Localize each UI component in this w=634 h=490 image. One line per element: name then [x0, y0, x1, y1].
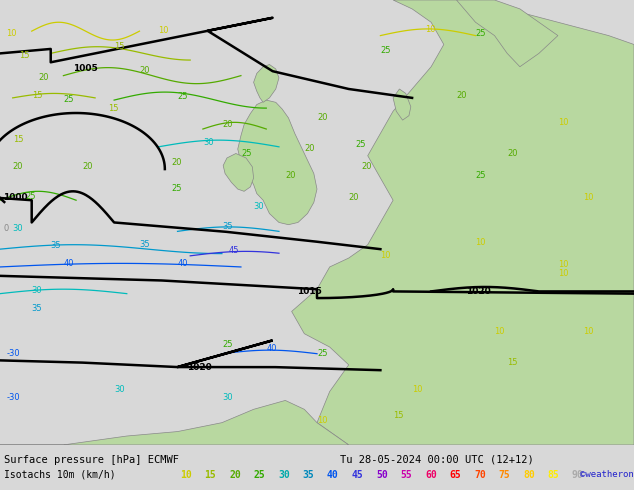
Text: 10: 10	[412, 385, 423, 393]
Text: 15: 15	[507, 358, 518, 367]
Text: 15: 15	[32, 91, 42, 100]
Text: 45: 45	[228, 245, 239, 255]
Text: ©weatheronline.co.uk: ©weatheronline.co.uk	[580, 470, 634, 480]
Text: 35: 35	[51, 241, 61, 250]
Text: 30: 30	[203, 139, 214, 147]
Text: 40: 40	[63, 259, 74, 268]
Text: 70: 70	[474, 470, 486, 480]
Text: 20: 20	[317, 113, 328, 122]
Text: 10: 10	[6, 28, 17, 38]
Text: Tu 28-05-2024 00:00 UTC (12+12): Tu 28-05-2024 00:00 UTC (12+12)	[340, 455, 534, 465]
Text: 15: 15	[13, 135, 23, 145]
Text: 20: 20	[222, 120, 233, 129]
Text: 10: 10	[180, 470, 191, 480]
Text: 20: 20	[13, 162, 23, 171]
Text: 40: 40	[178, 259, 188, 268]
Text: 75: 75	[498, 470, 510, 480]
Text: 20: 20	[361, 162, 372, 171]
Text: 20: 20	[38, 73, 49, 82]
Text: 10: 10	[495, 327, 505, 336]
Text: 25: 25	[254, 470, 265, 480]
Text: 20: 20	[349, 193, 359, 202]
Text: 60: 60	[425, 470, 437, 480]
Text: 10: 10	[380, 251, 391, 260]
Text: 50: 50	[376, 470, 388, 480]
Text: 15: 15	[393, 411, 404, 420]
Text: 80: 80	[523, 470, 534, 480]
Text: 90: 90	[572, 470, 584, 480]
Text: 1020: 1020	[187, 363, 212, 371]
Text: 25: 25	[241, 149, 252, 158]
Text: 20: 20	[229, 470, 241, 480]
Text: 1000: 1000	[3, 194, 28, 202]
Text: 30: 30	[114, 385, 125, 393]
Text: 25: 25	[476, 171, 486, 180]
Text: 30: 30	[13, 224, 23, 233]
Text: Surface pressure [hPa] ECMWF: Surface pressure [hPa] ECMWF	[4, 455, 179, 465]
Text: 10: 10	[558, 260, 569, 269]
Text: 35: 35	[302, 470, 314, 480]
Text: 10: 10	[558, 269, 569, 278]
Text: 10: 10	[425, 25, 436, 34]
Text: 10: 10	[158, 26, 169, 35]
Polygon shape	[456, 0, 558, 67]
Text: 20: 20	[285, 171, 296, 180]
Polygon shape	[238, 100, 317, 225]
Text: 20: 20	[456, 91, 467, 100]
Polygon shape	[393, 89, 411, 120]
Text: 25: 25	[222, 340, 233, 349]
Text: 15: 15	[19, 51, 30, 60]
Text: 25: 25	[317, 349, 328, 358]
Text: 55: 55	[401, 470, 412, 480]
Text: 30: 30	[278, 470, 290, 480]
Text: 35: 35	[139, 240, 150, 249]
Text: -30: -30	[6, 393, 20, 402]
Text: 0: 0	[3, 224, 8, 233]
Text: 20: 20	[139, 67, 150, 75]
Text: 10: 10	[476, 238, 486, 246]
Text: 25: 25	[63, 96, 74, 104]
Text: 25: 25	[380, 47, 391, 55]
Text: 30: 30	[32, 286, 42, 295]
Text: Isotachs 10m (km/h): Isotachs 10m (km/h)	[4, 470, 115, 480]
Text: -30: -30	[6, 349, 20, 358]
Text: 85: 85	[548, 470, 559, 480]
Text: 1020: 1020	[466, 287, 491, 296]
Polygon shape	[254, 65, 279, 102]
Polygon shape	[0, 400, 349, 445]
Text: 10: 10	[583, 193, 594, 202]
Text: 20: 20	[82, 162, 93, 171]
Text: 40: 40	[266, 344, 277, 353]
Text: 15: 15	[114, 42, 125, 51]
Text: 30: 30	[222, 393, 233, 402]
Text: 20: 20	[304, 144, 315, 153]
Text: 45: 45	[351, 470, 363, 480]
Text: 30: 30	[254, 202, 264, 211]
Polygon shape	[292, 0, 634, 445]
Text: 20: 20	[507, 149, 518, 158]
Text: 40: 40	[327, 470, 339, 480]
Text: 25: 25	[178, 92, 188, 101]
Text: 25: 25	[355, 140, 366, 149]
Text: 10: 10	[558, 118, 569, 126]
Text: 1015: 1015	[297, 287, 321, 296]
Text: 25: 25	[171, 184, 182, 194]
Polygon shape	[223, 153, 254, 191]
Text: 1005: 1005	[73, 65, 98, 74]
Text: 65: 65	[450, 470, 462, 480]
Text: 10: 10	[583, 327, 594, 336]
Text: 15: 15	[108, 104, 119, 113]
Text: 20: 20	[171, 158, 182, 167]
Text: 15: 15	[205, 470, 216, 480]
Text: 35: 35	[222, 222, 233, 231]
Text: 25: 25	[25, 192, 36, 201]
Text: 35: 35	[32, 304, 42, 314]
Text: 25: 25	[476, 28, 486, 38]
Text: 10: 10	[317, 416, 328, 425]
